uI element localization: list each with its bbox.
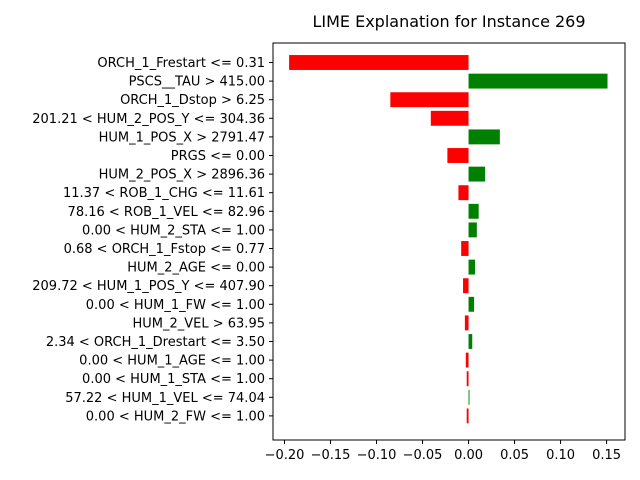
- x-tick-label: 0.10: [546, 448, 575, 463]
- chart-title: LIME Explanation for Instance 269: [312, 12, 585, 31]
- bar: [468, 166, 486, 182]
- y-tick-label: 57.22 < HUM_1_VEL <= 74.04: [65, 391, 265, 406]
- y-tick-label: HUM_2_AGE <= 0.00: [127, 261, 265, 276]
- x-tick-label: −0.15: [311, 448, 351, 463]
- bar: [466, 371, 469, 387]
- y-tick-label: ORCH_1_Dstop > 6.25: [120, 93, 265, 108]
- x-tick-label: 0.00: [454, 448, 483, 463]
- bar: [461, 241, 469, 256]
- y-tick-label: HUM_2_VEL > 63.95: [132, 316, 265, 331]
- bar: [289, 55, 469, 70]
- x-tick-label: −0.10: [357, 448, 397, 463]
- y-tick-label: 0.00 < HUM_2_STA <= 1.00: [82, 223, 265, 238]
- y-tick-label: HUM_1_POS_X > 2791.47: [99, 130, 265, 145]
- y-tick-label: 0.00 < HUM_2_FW <= 1.00: [86, 409, 265, 424]
- y-tick-label: PSCS__TAU > 415.00: [129, 75, 265, 90]
- x-tick-label: 0.05: [500, 448, 529, 463]
- bar: [468, 222, 477, 238]
- x-tick-label: −0.20: [265, 448, 305, 463]
- x-tick-label: 0.15: [592, 448, 621, 463]
- y-tick-label: HUM_2_POS_X > 2896.36: [99, 168, 265, 183]
- bar: [468, 203, 479, 219]
- bar: [458, 185, 469, 201]
- bar: [468, 334, 473, 349]
- y-tick-label: 0.68 < ORCH_1_Fstop <= 0.77: [64, 242, 265, 257]
- y-tick-label: 0.00 < HUM_1_AGE <= 1.00: [79, 354, 265, 369]
- y-tick-label: 78.16 < ROB_1_VEL <= 82.96: [68, 205, 265, 220]
- bar: [468, 129, 500, 145]
- bar: [390, 92, 469, 108]
- y-tick-label: ORCH_1_Frestart <= 0.31: [97, 56, 265, 71]
- y-tick-label: 201.21 < HUM_2_POS_Y <= 304.36: [32, 112, 265, 127]
- bar: [464, 315, 469, 331]
- plot-area-frame: [272, 42, 626, 441]
- bar: [468, 259, 475, 275]
- bar: [465, 352, 469, 368]
- x-tick-label: −0.05: [403, 448, 443, 463]
- bar: [468, 296, 475, 312]
- y-ticks-group: ORCH_1_Frestart <= 0.31 PSCS__TAU > 415.0…: [32, 56, 273, 424]
- y-tick-label: PRGS <= 0.00: [171, 149, 265, 164]
- y-tick-label: 11.37 < ROB_1_CHG <= 11.61: [63, 186, 265, 201]
- x-ticks-group: −0.20 −0.15 −0.10 −0.05 0.00 0.05 0.10 0.15: [265, 440, 621, 463]
- bar: [430, 110, 469, 126]
- bar: [468, 389, 470, 405]
- y-tick-label: 0.00 < HUM_1_FW <= 1.00: [86, 298, 265, 313]
- bar: [468, 73, 608, 89]
- y-tick-label: 0.00 < HUM_1_STA <= 1.00: [82, 372, 265, 387]
- y-tick-label: 2.34 < ORCH_1_Drestart <= 3.50: [46, 335, 265, 350]
- y-tick-label: 209.72 < HUM_1_POS_Y <= 407.90: [32, 279, 265, 294]
- bar: [447, 148, 469, 163]
- bar: [466, 408, 469, 424]
- bar: [463, 278, 469, 294]
- bars-group: [289, 55, 608, 424]
